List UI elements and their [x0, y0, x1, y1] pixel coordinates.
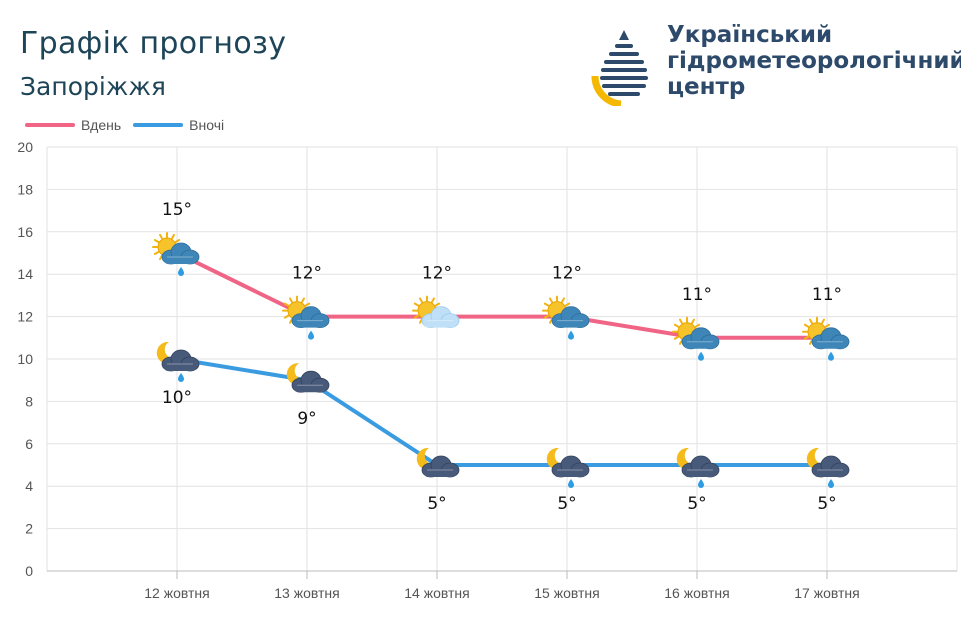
y-tick-label: 12 [17, 309, 33, 325]
moon-cloud-rain-icon [156, 341, 200, 382]
legend-day-swatch [25, 123, 75, 127]
x-tick-label: 15 жовтня [534, 585, 599, 601]
brand-line-2: гідрометеорологічний [667, 48, 961, 74]
moon-cloud-rain-icon [806, 447, 850, 488]
data-label-night: 10° [162, 388, 192, 408]
brand-block: Український гідрометеорологічний центр [591, 22, 961, 112]
y-tick-label: 16 [17, 224, 33, 240]
data-label-night: 5° [557, 494, 576, 514]
data-label-day: 11° [682, 285, 712, 305]
sun-cloud-rain-icon [282, 295, 330, 340]
sun-cloud-rain-icon [542, 295, 590, 340]
legend-night-swatch [133, 123, 184, 127]
y-tick-label: 4 [25, 478, 33, 494]
moon-cloud-icon [286, 363, 330, 393]
chart-title: Графік прогнозу [20, 26, 287, 61]
data-label-day: 15° [162, 200, 192, 220]
x-tick-label: 17 жовтня [794, 585, 859, 601]
moon-cloud-rain-icon [676, 447, 720, 488]
series-line-night [176, 357, 827, 467]
brand-line-1: Український [667, 22, 833, 48]
sun-cloud-rain-icon [672, 316, 720, 361]
y-tick-label: 2 [25, 521, 33, 537]
data-label-day: 12° [552, 264, 582, 284]
y-tick-label: 0 [25, 563, 33, 579]
moon-cloud-icon [416, 447, 460, 478]
legend: Вдень Вночі [25, 117, 236, 133]
legend-night-label: Вночі [189, 117, 225, 133]
sun-cloud-icon [412, 295, 460, 329]
series-line-day [176, 251, 827, 340]
y-tick-label: 14 [17, 266, 33, 282]
drop-logo-icon [591, 30, 648, 106]
data-label-day: 11° [812, 285, 842, 305]
y-tick-label: 18 [17, 181, 33, 197]
moon-cloud-rain-icon [546, 447, 590, 488]
y-tick-label: 20 [17, 139, 33, 155]
sun-cloud-rain-icon [152, 232, 200, 276]
x-tick-label: 13 жовтня [274, 585, 339, 601]
legend-item-day[interactable]: Вдень [25, 117, 121, 133]
x-tick-label: 16 жовтня [664, 585, 729, 601]
data-label-night: 5° [687, 494, 706, 514]
x-tick-label: 12 жовтня [144, 585, 209, 601]
data-label-night: 9° [297, 409, 316, 429]
data-label-day: 12° [292, 264, 322, 284]
x-tick-label: 14 жовтня [404, 585, 469, 601]
y-tick-label: 8 [25, 393, 33, 409]
city-name: Запоріжжя [20, 72, 166, 101]
legend-item-night[interactable]: Вночі [133, 117, 224, 133]
data-label-day: 12° [422, 264, 452, 284]
legend-day-label: Вдень [81, 117, 122, 133]
y-tick-label: 10 [17, 351, 33, 367]
sun-cloud-rain-icon [802, 316, 850, 361]
data-label-night: 5° [817, 494, 836, 514]
y-tick-label: 6 [25, 436, 33, 452]
data-label-night: 5° [427, 494, 446, 514]
brand-line-3: центр [667, 74, 746, 100]
